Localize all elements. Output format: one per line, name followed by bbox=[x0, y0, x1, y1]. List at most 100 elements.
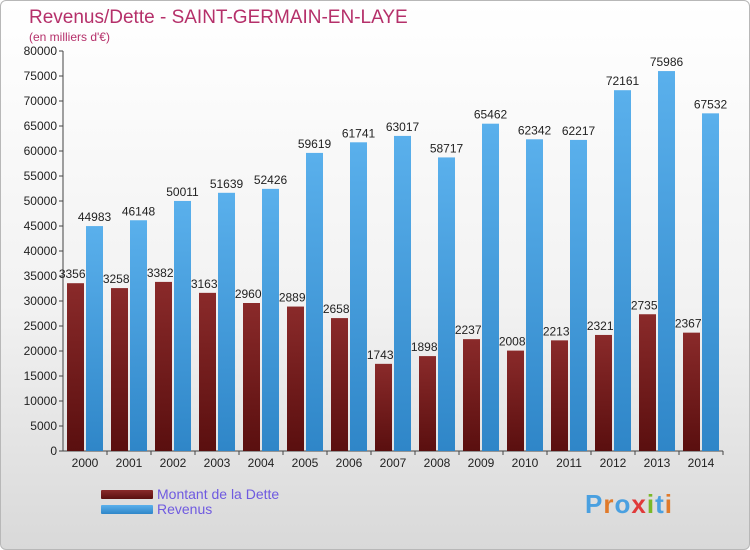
legend-swatch-revenus bbox=[101, 505, 153, 514]
data-label-revenus: 67532 bbox=[694, 97, 728, 111]
x-tick-label: 2005 bbox=[292, 456, 319, 470]
bar-revenus bbox=[262, 188, 279, 451]
bar-revenus bbox=[570, 139, 587, 452]
y-tick-label: 35000 bbox=[24, 269, 58, 283]
x-tick-label: 2014 bbox=[688, 456, 715, 470]
logo-letter: t bbox=[655, 489, 665, 519]
y-tick-label: 70000 bbox=[24, 94, 58, 108]
bar-dette bbox=[419, 356, 436, 451]
data-label-dette: 27350 bbox=[631, 298, 665, 312]
data-label-revenus: 58717 bbox=[430, 141, 464, 155]
x-tick-label: 2001 bbox=[116, 456, 143, 470]
x-tick-label: 2013 bbox=[644, 456, 671, 470]
data-label-dette: 33820 bbox=[147, 266, 181, 280]
chart-title: Revenus/Dette - SAINT-GERMAIN-EN-LAYE bbox=[29, 7, 408, 28]
bar-dette bbox=[639, 314, 656, 451]
data-label-dette: 17430 bbox=[367, 348, 401, 362]
data-label-dette: 23670 bbox=[675, 317, 709, 331]
x-tick-label: 2012 bbox=[600, 456, 627, 470]
data-label-revenus: 63017 bbox=[386, 120, 420, 134]
bar-dette bbox=[551, 340, 568, 451]
data-label-revenus: 62217 bbox=[562, 124, 596, 138]
data-label-dette: 22370 bbox=[455, 323, 489, 337]
y-tick-label: 5000 bbox=[30, 419, 57, 433]
proxiti-logo: Proxiti bbox=[585, 489, 673, 520]
data-label-dette: 18980 bbox=[411, 340, 445, 354]
y-tick-label: 65000 bbox=[24, 119, 58, 133]
bar-dette bbox=[67, 283, 84, 451]
data-label-revenus: 44983 bbox=[78, 210, 112, 224]
x-tick-label: 2004 bbox=[248, 456, 275, 470]
bar-dette bbox=[287, 306, 304, 451]
y-tick-label: 20000 bbox=[24, 344, 58, 358]
y-tick-label: 55000 bbox=[24, 169, 58, 183]
data-label-revenus: 65462 bbox=[474, 108, 508, 122]
bar-revenus bbox=[658, 71, 675, 451]
x-tick-label: 2008 bbox=[424, 456, 451, 470]
bar-revenus bbox=[350, 142, 367, 452]
bar-revenus bbox=[86, 226, 103, 451]
bar-dette bbox=[331, 318, 348, 451]
data-label-dette: 33560 bbox=[59, 267, 93, 281]
x-tick-label: 2003 bbox=[204, 456, 231, 470]
x-tick-label: 2011 bbox=[556, 456, 582, 470]
data-label-dette: 31630 bbox=[191, 277, 225, 291]
x-tick-label: 2007 bbox=[380, 456, 407, 470]
bar-revenus bbox=[306, 152, 323, 451]
data-label-dette: 23210 bbox=[587, 319, 621, 333]
data-label-revenus: 61741 bbox=[342, 126, 376, 140]
x-tick-label: 2002 bbox=[160, 456, 187, 470]
bar-revenus bbox=[702, 113, 719, 451]
data-label-dette: 26580 bbox=[323, 302, 357, 316]
y-tick-label: 40000 bbox=[24, 244, 58, 258]
bar-dette bbox=[463, 339, 480, 451]
bar-revenus bbox=[218, 192, 235, 451]
y-tick-label: 10000 bbox=[24, 394, 58, 408]
data-label-dette: 29600 bbox=[235, 287, 269, 301]
y-tick-label: 75000 bbox=[24, 69, 58, 83]
data-label-dette: 28890 bbox=[279, 291, 313, 305]
bar-dette bbox=[683, 332, 700, 451]
bar-revenus bbox=[438, 157, 455, 452]
data-label-dette: 32580 bbox=[103, 272, 137, 286]
x-tick-label: 2006 bbox=[336, 456, 363, 470]
logo-letter: P bbox=[585, 489, 604, 519]
legend-label-dette: Montant de la Dette bbox=[157, 486, 280, 502]
bar-dette bbox=[199, 292, 216, 451]
bar-dette bbox=[111, 288, 128, 451]
legend-label-revenus: Revenus bbox=[157, 501, 213, 517]
y-tick-label: 80000 bbox=[24, 44, 58, 58]
logo-letter: i bbox=[664, 489, 673, 519]
y-tick-label: 60000 bbox=[24, 144, 58, 158]
data-label-revenus: 52426 bbox=[254, 173, 288, 187]
y-tick-label: 30000 bbox=[24, 294, 58, 308]
y-tick-label: 45000 bbox=[24, 219, 58, 233]
data-label-revenus: 62342 bbox=[518, 123, 552, 137]
x-tick-label: 2000 bbox=[72, 456, 99, 470]
data-label-revenus: 50011 bbox=[166, 185, 199, 199]
bar-dette bbox=[155, 281, 172, 451]
x-tick-label: 2009 bbox=[468, 456, 495, 470]
bar-dette bbox=[595, 334, 612, 451]
bar-dette bbox=[375, 363, 392, 451]
logo-letter: x bbox=[631, 489, 647, 519]
y-tick-label: 15000 bbox=[24, 369, 58, 383]
logo-letter: i bbox=[646, 489, 656, 519]
bar-revenus bbox=[174, 200, 191, 451]
data-label-dette: 22130 bbox=[543, 324, 577, 338]
bar-revenus bbox=[394, 135, 411, 452]
data-label-dette: 20080 bbox=[499, 335, 533, 349]
bar-revenus bbox=[614, 90, 631, 451]
data-label-revenus: 51639 bbox=[210, 177, 244, 191]
bar-dette bbox=[507, 350, 524, 451]
x-tick-label: 2010 bbox=[512, 456, 539, 470]
data-label-revenus: 59619 bbox=[298, 137, 332, 151]
bar-revenus bbox=[482, 123, 499, 451]
data-label-revenus: 72161 bbox=[606, 74, 640, 88]
chart-subtitle: (en milliers d'€) bbox=[29, 30, 110, 44]
bar-revenus bbox=[130, 220, 147, 451]
data-label-revenus: 75986 bbox=[650, 55, 684, 69]
legend-swatch-dette bbox=[101, 490, 153, 499]
